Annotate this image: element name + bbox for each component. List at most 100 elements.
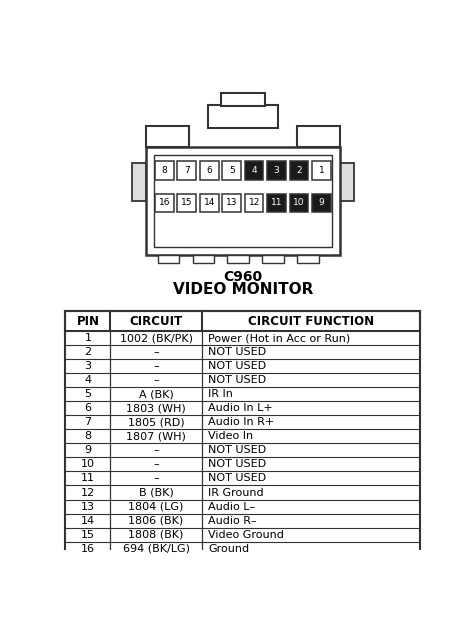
- Text: 1002 (BK/PK): 1002 (BK/PK): [119, 333, 192, 344]
- Text: 1: 1: [84, 333, 91, 344]
- Text: 15: 15: [181, 198, 192, 207]
- Text: 5: 5: [229, 166, 235, 175]
- Bar: [262, 255, 284, 263]
- Text: 4: 4: [251, 166, 257, 175]
- Text: PIN: PIN: [76, 315, 100, 328]
- Text: 11: 11: [271, 198, 283, 207]
- Text: 3: 3: [84, 362, 91, 371]
- Bar: [146, 147, 340, 255]
- Text: C960: C960: [223, 269, 263, 284]
- Bar: [155, 193, 173, 212]
- Bar: [312, 161, 331, 180]
- Text: IR In: IR In: [208, 389, 233, 399]
- Bar: [312, 193, 331, 212]
- Bar: [228, 255, 249, 263]
- Text: Power (Hot in Acc or Run): Power (Hot in Acc or Run): [208, 333, 350, 344]
- Text: 1808 (BK): 1808 (BK): [128, 530, 184, 540]
- Text: Audio L–: Audio L–: [208, 502, 255, 512]
- Text: 13: 13: [81, 502, 95, 512]
- Text: NOT USED: NOT USED: [208, 347, 266, 357]
- Text: 13: 13: [226, 198, 237, 207]
- Text: IR Ground: IR Ground: [208, 488, 264, 497]
- Text: 10: 10: [81, 459, 95, 470]
- Text: B (BK): B (BK): [139, 488, 173, 497]
- Bar: [154, 155, 332, 247]
- Text: NOT USED: NOT USED: [208, 446, 266, 455]
- Text: VIDEO MONITOR: VIDEO MONITOR: [173, 282, 313, 297]
- Text: 1804 (LG): 1804 (LG): [128, 502, 184, 512]
- Text: –: –: [153, 446, 159, 455]
- Text: 1: 1: [319, 166, 325, 175]
- Bar: [267, 193, 286, 212]
- Text: NOT USED: NOT USED: [208, 375, 266, 386]
- Bar: [297, 255, 319, 263]
- Text: 9: 9: [84, 446, 91, 455]
- Bar: [222, 161, 241, 180]
- Text: NOT USED: NOT USED: [208, 362, 266, 371]
- Bar: [297, 125, 340, 147]
- Bar: [222, 193, 241, 212]
- Text: Audio In L+: Audio In L+: [208, 404, 273, 413]
- Bar: [132, 163, 146, 201]
- Text: CIRCUIT FUNCTION: CIRCUIT FUNCTION: [248, 315, 374, 328]
- Bar: [221, 93, 264, 106]
- Text: 1807 (WH): 1807 (WH): [126, 431, 186, 441]
- Bar: [290, 161, 309, 180]
- Bar: [245, 193, 264, 212]
- Bar: [200, 193, 219, 212]
- Text: 9: 9: [319, 198, 325, 207]
- Bar: [177, 161, 196, 180]
- Bar: [158, 255, 179, 263]
- Text: 6: 6: [84, 404, 91, 413]
- Text: –: –: [153, 347, 159, 357]
- Text: 4: 4: [84, 375, 91, 386]
- Text: NOT USED: NOT USED: [208, 459, 266, 470]
- Text: 15: 15: [81, 530, 95, 540]
- Text: –: –: [153, 362, 159, 371]
- Text: 1805 (RD): 1805 (RD): [128, 417, 184, 428]
- Bar: [65, 311, 420, 556]
- Bar: [192, 255, 214, 263]
- Text: NOT USED: NOT USED: [208, 473, 266, 483]
- Text: 8: 8: [161, 166, 167, 175]
- Text: Audio R–: Audio R–: [208, 515, 257, 525]
- Bar: [290, 193, 309, 212]
- Text: –: –: [153, 459, 159, 470]
- Text: Video Ground: Video Ground: [208, 530, 284, 540]
- Bar: [177, 193, 196, 212]
- Text: 11: 11: [81, 473, 95, 483]
- Bar: [245, 161, 264, 180]
- Bar: [267, 161, 286, 180]
- Text: –: –: [153, 375, 159, 386]
- Bar: [65, 311, 420, 556]
- Text: 14: 14: [203, 198, 215, 207]
- Text: Video In: Video In: [208, 431, 253, 441]
- Text: 7: 7: [84, 417, 91, 428]
- Bar: [65, 311, 420, 331]
- Text: 12: 12: [248, 198, 260, 207]
- Bar: [208, 105, 278, 128]
- Text: 7: 7: [184, 166, 190, 175]
- Bar: [155, 161, 173, 180]
- Text: 10: 10: [293, 198, 305, 207]
- Text: 5: 5: [84, 389, 91, 399]
- Text: 3: 3: [274, 166, 280, 175]
- Text: A (BK): A (BK): [139, 389, 173, 399]
- Text: 1803 (WH): 1803 (WH): [126, 404, 186, 413]
- Bar: [340, 163, 354, 201]
- Text: 16: 16: [81, 544, 95, 554]
- Text: 6: 6: [206, 166, 212, 175]
- Text: CIRCUIT: CIRCUIT: [129, 315, 182, 328]
- Text: 8: 8: [84, 431, 91, 441]
- Text: Audio In R+: Audio In R+: [208, 417, 274, 428]
- Text: Ground: Ground: [208, 544, 249, 554]
- Text: 1806 (BK): 1806 (BK): [128, 515, 184, 525]
- Text: 12: 12: [81, 488, 95, 497]
- Text: 2: 2: [296, 166, 302, 175]
- Text: –: –: [153, 473, 159, 483]
- Text: 694 (BK/LG): 694 (BK/LG): [123, 544, 190, 554]
- Text: 16: 16: [158, 198, 170, 207]
- Text: 14: 14: [81, 515, 95, 525]
- Bar: [146, 125, 189, 147]
- Bar: [200, 161, 219, 180]
